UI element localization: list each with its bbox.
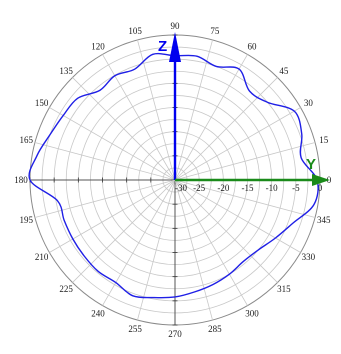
grid-spoke [34, 142, 176, 181]
radial-tick-label: 0 [318, 183, 323, 193]
grid-spoke [49, 107, 176, 181]
grid-spoke [137, 179, 176, 321]
radial-tick-label: -25 [193, 183, 205, 193]
grid-spoke [49, 179, 176, 253]
z-axis-arrow-head [169, 32, 181, 62]
angle-tick-label: 120 [91, 42, 105, 52]
angle-tick-label: 165 [19, 135, 33, 145]
angle-tick-label: 255 [128, 324, 142, 334]
angle-tick-label: 195 [19, 215, 33, 225]
grid-spoke [174, 179, 213, 321]
grid-spoke [174, 39, 213, 181]
angle-tick-label: 270 [168, 329, 182, 339]
y-axis-label: Y [306, 156, 316, 173]
radial-tick-label: -15 [242, 183, 254, 193]
grid-spoke [174, 179, 248, 306]
angle-tick-label: 180 [14, 175, 28, 185]
angle-tick-label: 285 [208, 324, 222, 334]
angle-tick-label: 105 [128, 26, 142, 36]
z-axis-label: Z [158, 38, 167, 55]
radial-tick-label: -30 [175, 183, 187, 193]
angle-tick-label: 45 [279, 66, 289, 76]
grid-spoke [72, 179, 176, 283]
series-line [28, 52, 319, 299]
grid-spoke [137, 39, 176, 181]
grid-spoke [174, 179, 316, 218]
grid-spoke [174, 107, 301, 181]
angle-tick-label: 135 [59, 66, 73, 76]
radial-tick-label: -20 [217, 183, 229, 193]
grid-spoke [174, 77, 278, 181]
angle-tick-label: 330 [302, 252, 316, 262]
angle-tick-label: 210 [35, 252, 49, 262]
angle-tick-label: 90 [171, 21, 181, 31]
angle-tick-label: 150 [35, 98, 49, 108]
angle-tick-label: 345 [317, 215, 331, 225]
angle-tick-label: 15 [319, 135, 329, 145]
radial-labels: -30 -25 -20 -15 -10 -5 0 [175, 183, 323, 193]
grid-spoke [174, 54, 248, 181]
y-axis-arrow-head [312, 174, 330, 186]
angle-tick-label: 240 [91, 308, 105, 318]
grid-spoke [174, 179, 301, 253]
grid-spoke [102, 54, 176, 181]
angle-labels: 0 15 30 45 60 75 90 105 120 135 150 165 180 195 210 225… [14, 21, 332, 339]
angle-tick-label: 60 [248, 42, 258, 52]
angle-tick-label: 30 [304, 98, 314, 108]
angle-tick-label: 315 [277, 284, 291, 294]
radial-tick-label: -5 [292, 183, 300, 193]
angle-tick-label: 300 [245, 308, 259, 318]
grid-spoke [72, 77, 176, 181]
grid-spoke [174, 179, 278, 283]
grid-spoke [174, 142, 316, 181]
grid-spoke [34, 179, 176, 218]
grid-spoke [102, 179, 176, 306]
angle-tick-label: 225 [59, 284, 73, 294]
radial-tick-label: -10 [266, 183, 278, 193]
angle-tick-label: 75 [210, 26, 220, 36]
